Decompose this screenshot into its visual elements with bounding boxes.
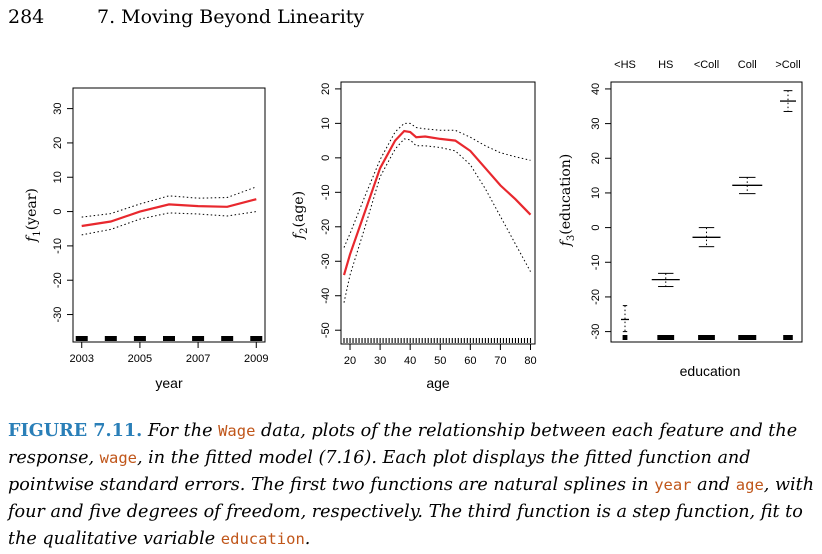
category-label: <Coll	[694, 59, 719, 71]
x-tick-label: 2003	[69, 353, 93, 365]
panel-education: -30 -20 -10 0 10 20 30 40 <HS HS <Coll Coll >Coll ed…	[558, 59, 803, 379]
plot-frame	[340, 81, 536, 345]
page-number: 284	[8, 6, 45, 28]
x-tick-label: 20	[344, 355, 356, 367]
fit-line	[342, 129, 532, 276]
y-tick-label: 20	[52, 137, 64, 149]
y-axis-title: f3(education)	[558, 154, 577, 248]
y-tick-label: -10	[590, 254, 602, 270]
y-tick-label: -30	[52, 307, 64, 323]
rug-mark	[738, 335, 757, 340]
y-tick-label: 30	[52, 102, 64, 114]
x-axis-title: age	[426, 375, 450, 391]
rug-mark	[133, 336, 146, 341]
y-tick-label: -30	[590, 324, 602, 340]
x-tick-label: 2009	[244, 353, 268, 365]
x-tick-label: 2005	[128, 353, 152, 365]
y-axis-title-sub: 3	[566, 235, 577, 241]
rug-mark	[657, 335, 675, 340]
caption-code-year: year	[654, 476, 692, 494]
rug-mark	[192, 336, 205, 341]
plot-marks: -30 -20 -10 0 10 20 30 40 <HS HS <Coll Coll >Coll	[590, 59, 801, 340]
x-tick-label: 70	[494, 355, 506, 367]
y-tick-label: 10	[320, 117, 332, 129]
y-tick-label: -30	[320, 253, 332, 269]
y-tick-label: -10	[320, 184, 332, 200]
x-tick-label: 80	[524, 355, 536, 367]
y-tick-label: 10	[52, 171, 64, 183]
lower-se-line	[81, 211, 257, 236]
x-tick-label: 50	[434, 355, 446, 367]
x-tick-label: 2007	[186, 353, 210, 365]
y-tick-label: 0	[52, 209, 64, 215]
y-axis-title-main: f	[24, 234, 40, 243]
y-axis-title-main: f	[558, 238, 574, 247]
rug-mark	[104, 336, 117, 341]
rug-mark	[783, 335, 793, 340]
y-tick-label: -20	[320, 219, 332, 235]
chapter-title: 7. Moving Beyond Linearity	[97, 6, 365, 28]
y-tick-label: 20	[590, 152, 602, 164]
y-axis-title-main: f	[291, 231, 307, 240]
plot-frame	[610, 81, 803, 343]
figure-label: FIGURE 7.11.	[8, 420, 143, 441]
category-label: Coll	[738, 59, 757, 71]
y-axis-title-arg: (year)	[24, 188, 40, 230]
rug-mark	[163, 336, 175, 341]
category-label: >Coll	[775, 59, 800, 71]
figure-caption: FIGURE 7.11. For the Wage data, plots of…	[8, 417, 820, 553]
y-axis-title-sub: 1	[32, 230, 43, 236]
caption-text: data, plots of the relationship between …	[8, 421, 798, 468]
rug-mark	[622, 335, 628, 340]
caption-text: .	[304, 529, 311, 549]
panel-year: -30 -20 -10 0 10 20 30 2003 2005 2007 2009 year f1…	[24, 87, 269, 391]
rug-mark	[221, 336, 234, 341]
plot-frame	[72, 87, 266, 343]
upper-se-line	[81, 186, 257, 218]
rug-mark	[75, 336, 88, 341]
caption-code-wage-data: Wage	[218, 422, 256, 440]
category-label: HS	[658, 59, 673, 71]
x-tick-label: 40	[404, 355, 416, 367]
caption-text: For the	[142, 421, 219, 441]
y-tick-label: -20	[52, 272, 64, 288]
upper-se-line	[343, 122, 531, 248]
rug-mark	[250, 336, 263, 341]
y-axis-title-sub: 2	[299, 227, 310, 233]
caption-text: and	[691, 475, 736, 495]
category-label: <HS	[614, 59, 636, 71]
caption-code-age: age	[735, 476, 764, 494]
y-tick-label: 0	[320, 155, 332, 161]
rug-mark	[698, 335, 715, 340]
caption-code-education: education	[220, 530, 305, 548]
y-tick-label: -40	[320, 288, 332, 304]
x-axis-title: year	[155, 375, 183, 391]
y-axis-title-arg: (education)	[558, 154, 574, 235]
plot-marks: -30 -20 -10 0 10 20 30 2003 2005 2007 2009	[52, 102, 269, 365]
y-tick-label: 10	[590, 187, 602, 199]
fit-line	[81, 198, 257, 228]
x-axis-title: education	[680, 363, 741, 379]
y-axis-title: f1(year)	[24, 188, 43, 243]
x-tick-label: 30	[374, 355, 386, 367]
x-tick-label: 60	[464, 355, 476, 367]
lower-se-line	[343, 138, 531, 303]
y-tick-label: 0	[590, 225, 602, 231]
y-tick-label: 30	[590, 117, 602, 129]
caption-code-wage: wage	[99, 449, 137, 467]
caption-text: , in the fitted model (7.16). Each plot …	[8, 448, 751, 495]
plot-marks: -50 -40 -30 -20 -10 0 10 20 20 30 40 50 60 70 80	[320, 83, 537, 367]
caption-text: , with four and five degrees of freedom,…	[8, 475, 815, 549]
y-axis-title: f2(age)	[291, 191, 310, 240]
y-tick-label: 40	[590, 83, 602, 95]
y-axis-title-arg: (age)	[291, 191, 307, 228]
y-tick-label: -50	[320, 322, 332, 338]
y-tick-label: 20	[320, 83, 332, 95]
page-header: 284 7. Moving Beyond Linearity	[0, 0, 822, 32]
y-tick-label: -10	[52, 238, 64, 254]
y-tick-label: -20	[590, 289, 602, 305]
panel-age: -50 -40 -30 -20 -10 0 10 20 20 30 40 50 60 70 80 age f…	[291, 81, 537, 391]
